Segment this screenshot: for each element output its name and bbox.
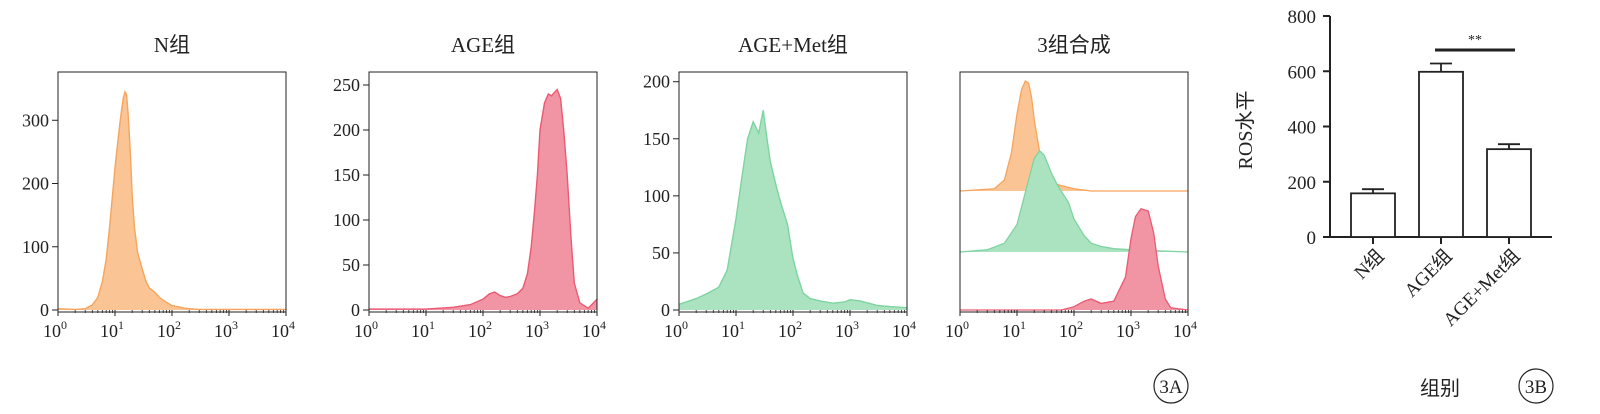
panel-label-3b: 3B <box>1518 368 1554 404</box>
histogram-overlay: 3组合成 100 101 102 103 104 <box>945 33 1197 341</box>
x-tick-label: 104 <box>271 318 295 341</box>
x-axis: 100 101 102 103 104 <box>945 310 1197 341</box>
y-tick-label: 600 <box>1288 62 1317 83</box>
histogram-area <box>679 110 907 310</box>
bar <box>1486 148 1532 238</box>
x-tick-label: 102 <box>468 318 492 341</box>
x-axis: 100 101 102 103 104 <box>664 310 916 341</box>
y-tick-label: 0 <box>351 300 360 320</box>
histogram-area <box>960 80 1188 311</box>
chart-title: AGE+Met组 <box>738 33 848 57</box>
x-tick-label: 100 <box>43 318 67 341</box>
histogram-fill <box>960 208 1188 310</box>
x-tick-label: 100 <box>664 318 688 341</box>
x-tick-label: 103 <box>1116 318 1140 341</box>
y-tick-label: 0 <box>40 300 49 320</box>
histogram-area <box>58 89 286 311</box>
y-axis: 0 50 100 150 200 250 <box>333 75 369 320</box>
x-tick-label: AGE组 <box>1400 245 1457 302</box>
y-tick-label: 200 <box>22 174 49 194</box>
panel-label-text: 3B <box>1525 377 1547 398</box>
plot-frame <box>57 71 287 313</box>
x-tick-label: 101 <box>411 318 435 341</box>
histogram-outline <box>960 149 1188 253</box>
y-tick-label: 150 <box>333 165 360 185</box>
significance-label: ** <box>1468 33 1482 48</box>
x-tick-label: 103 <box>835 318 859 341</box>
x-tick-label: 101 <box>1002 318 1026 341</box>
y-tick-label: 200 <box>643 72 670 92</box>
histogram-outline <box>960 208 1188 311</box>
histogram-outline <box>58 89 286 311</box>
y-axis: 0 100 200 300 <box>22 110 58 320</box>
x-axis: 100 101 102 103 104 <box>354 310 606 341</box>
x-tick-label: 102 <box>778 318 802 341</box>
x-tick-label: 102 <box>1059 318 1083 341</box>
x-tick-label: 104 <box>1173 318 1197 341</box>
histogram-fill <box>960 81 1188 191</box>
y-tick-label: 200 <box>1288 173 1317 194</box>
histogram-age-met: AGE+Met组 0 50 100 150 200 100 101 102 103 104 <box>643 33 916 341</box>
y-tick-label: 100 <box>333 210 360 230</box>
x-tick-label: 103 <box>214 318 238 341</box>
panel-label-3a: 3A <box>1153 368 1189 404</box>
x-tick-label: 104 <box>892 318 916 341</box>
histogram-fill <box>679 110 907 310</box>
histogram-fill <box>369 89 597 310</box>
x-tick-label: 101 <box>721 318 745 341</box>
histogram-age: AGE组 0 50 100 150 200 250 100 101 102 103 104 <box>333 33 606 341</box>
histogram-fill <box>960 150 1188 252</box>
y-tick-label: 100 <box>643 186 670 206</box>
histogram-area <box>369 88 597 310</box>
y-axis-label: ROS水平 <box>1234 91 1257 170</box>
x-tick-label: 101 <box>100 318 124 341</box>
chart-title: 3组合成 <box>1037 33 1111 57</box>
y-tick-label: 800 <box>1288 7 1317 28</box>
y-axis: 0 50 100 150 200 <box>643 72 679 320</box>
x-tick-label: 100 <box>354 318 378 341</box>
bar <box>1418 70 1464 238</box>
x-tick-label: N组 <box>1350 245 1389 284</box>
y-tick-label: 0 <box>1307 228 1317 249</box>
y-tick-label: 50 <box>342 255 360 275</box>
x-tick-label: 104 <box>582 318 606 341</box>
y-tick-label: 100 <box>22 237 49 257</box>
y-tick-label: 150 <box>643 129 670 149</box>
histogram-fill <box>58 91 286 310</box>
x-axis-label: 组别 <box>1420 377 1460 400</box>
panel-label-text: 3A <box>1159 377 1183 398</box>
histogram-outline <box>369 88 597 310</box>
chart-title: N组 <box>154 33 190 57</box>
y-tick-label: 50 <box>652 243 670 263</box>
bar <box>1350 192 1396 238</box>
x-tick-label: 100 <box>945 318 969 341</box>
y-tick-label: 200 <box>333 120 360 140</box>
x-tick-label: 102 <box>157 318 181 341</box>
y-tick-label: 0 <box>661 300 670 320</box>
x-axis: 100 101 102 103 104 <box>43 310 295 341</box>
x-tick-label: 103 <box>525 318 549 341</box>
y-tick-label: 400 <box>1288 118 1317 139</box>
chart-title: AGE组 <box>451 33 515 57</box>
y-tick-label: 250 <box>333 75 360 95</box>
y-tick-label: 300 <box>22 110 49 130</box>
histogram-outline <box>679 110 907 309</box>
histogram-outline <box>960 80 1188 192</box>
